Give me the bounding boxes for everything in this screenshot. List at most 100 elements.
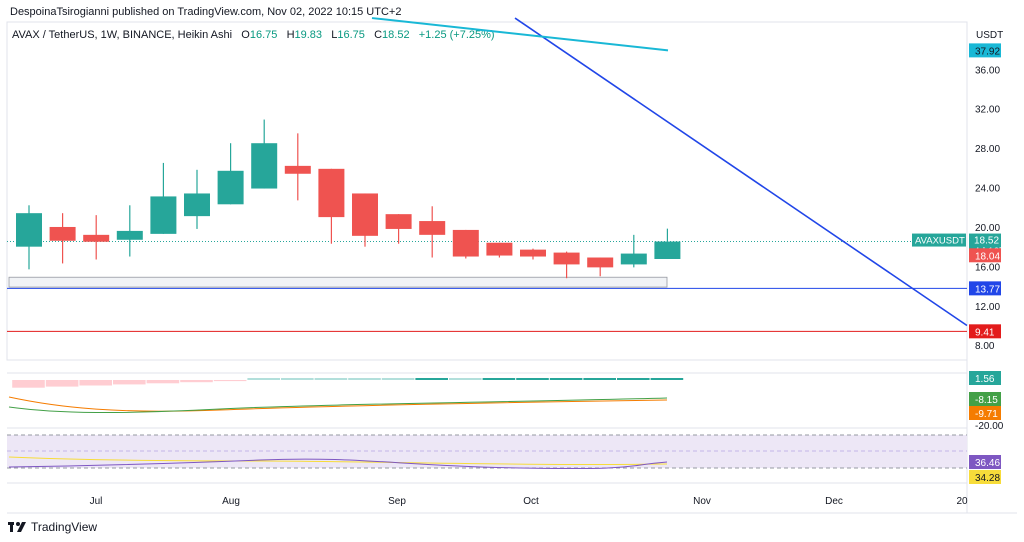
candle-body [116, 230, 143, 240]
support-zone[interactable] [8, 276, 668, 288]
price-axis[interactable]: 36.00 32.00 28.00 24.00 20.00 16.00 12.00 8.00 [975, 65, 1000, 352]
price-tag [969, 324, 1001, 339]
macd-bar [113, 380, 146, 385]
publish-line: DespoinaTsirogianni published on Trading… [10, 6, 402, 18]
rsi-tag [969, 455, 1001, 469]
macd-bar [79, 380, 112, 386]
change-value: +1.25 (+7.25%) [418, 29, 495, 41]
macd-tag [969, 406, 1001, 420]
high-label: H [286, 29, 295, 41]
candle-body [16, 213, 42, 247]
symbol-tag [912, 233, 966, 247]
rsi-ma-line [8, 456, 668, 465]
macd-tag [969, 371, 1001, 385]
macd-bar [449, 378, 482, 380]
macd-bar [381, 378, 415, 380]
currency-label: USDT [976, 30, 1004, 41]
macd-tag-text: -8.15 [975, 395, 998, 406]
symbol-description: AVAX / TetherUS, 1W, BINANCE, Heikin Ash… [12, 29, 233, 41]
macd-bar [516, 378, 549, 380]
y-tick-label: 24.00 [975, 184, 1000, 195]
candle-body [83, 234, 110, 242]
candle-body [620, 253, 647, 265]
price-tag [969, 281, 1001, 296]
candle-body [486, 242, 513, 256]
candle-body [251, 143, 278, 189]
y-tick-label: 12.00 [975, 302, 1000, 313]
macd-bar [482, 378, 516, 380]
rsi-line [8, 458, 668, 470]
macd-bar [146, 380, 180, 384]
main-pane-border [6, 21, 968, 361]
symbol-tag-text: AVAXUSDT [915, 236, 965, 247]
x-tick-label: Sep [388, 496, 406, 507]
y-tick-label: 20.00 [975, 223, 1000, 234]
candle-body [419, 221, 446, 235]
x-tick-label: Jul [90, 496, 103, 507]
price-tag [969, 43, 1001, 58]
macd-histogram [12, 378, 684, 388]
macd-labels: 1.56 -8.15 -9.71-20.00 [969, 371, 1004, 432]
macd-bar [415, 378, 448, 380]
symbol-legend[interactable]: AVAX / TetherUS, 1W, BINANCE, Heikin Ash… [12, 29, 495, 41]
y-tick-label: 32.00 [975, 105, 1000, 116]
x-tick-label: Nov [693, 496, 711, 507]
descending-trendline[interactable] [514, 17, 968, 327]
candle-body [654, 241, 681, 259]
high-value: 19.83 [294, 29, 323, 41]
macd-bar [213, 380, 247, 382]
macd-bar [45, 380, 79, 387]
macd-bar [180, 380, 213, 383]
close-value: 18.52 [382, 29, 410, 41]
macd-tag-text: -9.71 [975, 409, 998, 420]
low-value: 16.75 [337, 29, 365, 41]
y-tick-label: 16.00 [975, 262, 1000, 273]
macd-bar [617, 378, 650, 380]
candle-body [452, 229, 479, 257]
y-tick-label: 8.00 [975, 341, 995, 352]
macd-signal-line [8, 396, 668, 412]
candle-body [284, 165, 311, 174]
macd-bar [549, 378, 583, 380]
candle-body [520, 249, 546, 257]
rsi-labels: 36.46 34.28 [969, 455, 1001, 484]
candle-body [49, 226, 76, 241]
candle-body [587, 257, 614, 268]
time-axis[interactable]: Jul Aug Sep Oct Nov Dec 20 [90, 496, 968, 507]
candles [16, 119, 681, 279]
x-tick-label: Dec [825, 496, 843, 507]
macd-bar [281, 378, 314, 380]
x-tick-label: Aug [222, 496, 240, 507]
rsi-tag [969, 470, 1001, 484]
price-tag-text: 37.92 [975, 46, 1000, 57]
last-price-text: 18.52 [974, 236, 999, 247]
macd-bar [12, 380, 45, 388]
rsi-tag-text: 34.28 [975, 473, 1000, 484]
macd-bar [650, 378, 684, 380]
price-tag-text: 18.04 [975, 251, 1000, 262]
low-label: L [331, 29, 338, 41]
macd-tag-text: 1.56 [975, 374, 995, 385]
candle-body [318, 168, 345, 218]
close-label: C [374, 29, 383, 41]
footer[interactable]: TradingView [8, 520, 97, 534]
footer-brand: TradingView [31, 520, 98, 534]
x-tick-label: 20 [956, 496, 968, 507]
candle-body [352, 193, 378, 236]
price-tag [969, 248, 1001, 263]
upper-trendline[interactable] [371, 17, 669, 52]
candle-body [553, 252, 580, 265]
candle-body [184, 193, 210, 217]
price-tag-text: 13.77 [975, 284, 1000, 295]
macd-bar [314, 378, 348, 380]
macd-tag-text: -20.00 [975, 421, 1004, 432]
macd-bar [348, 378, 381, 380]
macd-bar [583, 378, 616, 380]
y-tick-label: 28.00 [975, 144, 1000, 155]
candle-body [385, 214, 412, 229]
rsi-tag-text: 36.46 [975, 458, 1000, 469]
macd-line [8, 397, 668, 414]
y-tick-label: 36.00 [975, 65, 1000, 76]
